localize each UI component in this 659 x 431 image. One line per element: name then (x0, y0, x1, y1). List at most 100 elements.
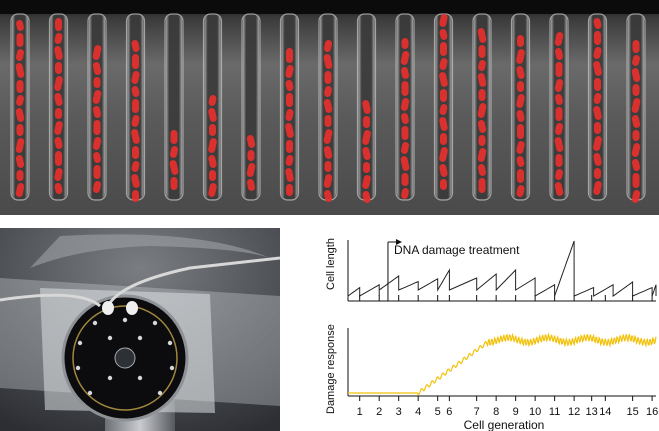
damage-response-series (348, 332, 657, 396)
chip-port (122, 317, 128, 323)
bacterial-cell (632, 130, 640, 141)
device-photo (0, 228, 280, 431)
bacterial-cell (323, 190, 333, 202)
bacterial-cell (286, 140, 293, 153)
x-tick-label: 9 (513, 406, 519, 418)
bacterial-cell (439, 104, 448, 115)
bacterial-cell (285, 109, 294, 121)
bacterial-cell (516, 156, 525, 167)
bacterial-cell (516, 185, 525, 197)
bacterial-cell (54, 76, 63, 91)
bacterial-cell (593, 93, 602, 104)
bacterial-cell (324, 161, 332, 172)
bacterial-cell (132, 99, 139, 113)
bacterial-cell (440, 89, 447, 102)
channel-wall (587, 13, 608, 201)
bacterial-cell (15, 108, 25, 122)
bacterial-cell (401, 81, 409, 96)
bacterial-cell (632, 55, 640, 66)
chip-port (107, 375, 113, 381)
x-tick-label: 11 (549, 406, 560, 418)
bacterial-cell (400, 67, 410, 79)
bacterial-cell (516, 49, 525, 64)
bacterial-cell (400, 156, 410, 171)
bacterial-cell (247, 150, 255, 161)
bacterial-cell (93, 165, 101, 179)
bacterial-cell (131, 40, 140, 52)
chip-port (77, 340, 83, 346)
bacterial-cell (594, 78, 601, 91)
chip-port (87, 390, 93, 396)
bacterial-cell (631, 143, 641, 157)
bacterial-cell (93, 120, 101, 135)
bacterial-cell (478, 89, 486, 101)
bacterial-cell (631, 68, 641, 82)
tube-left (0, 293, 102, 308)
bacterial-cell (92, 90, 102, 104)
wafer-center (114, 347, 136, 369)
bacterial-cell (477, 103, 487, 118)
bacterial-cell (555, 154, 563, 167)
bacterial-cell (478, 135, 486, 146)
bacterial-cell (632, 40, 640, 53)
bacterial-cell (362, 175, 371, 189)
channel-wall (48, 13, 69, 201)
bacterial-cell (92, 181, 102, 193)
bacterial-cell (285, 155, 294, 166)
bacterial-cell (54, 46, 63, 60)
main-channel (0, 0, 659, 14)
bacterial-cell (362, 147, 371, 160)
bacterial-cell (440, 42, 447, 56)
bacterial-cell (208, 183, 217, 197)
bacterial-cell (16, 95, 24, 106)
bacterial-cell (132, 146, 139, 159)
bacterial-cell (594, 122, 601, 134)
bacterial-cell (16, 80, 24, 93)
chip-port (169, 365, 175, 371)
bacterial-cell (439, 14, 448, 27)
bacterial-cell (593, 106, 602, 120)
bacterial-cell (131, 174, 140, 188)
bacterial-cell (554, 48, 564, 60)
bacterial-cell (208, 108, 217, 122)
bacterial-cell (15, 183, 25, 197)
chip-port (152, 320, 158, 326)
bacterial-cell (362, 191, 371, 203)
channel-wall (549, 13, 569, 201)
bacterial-cell (401, 113, 409, 124)
bacterial-cell (363, 162, 370, 173)
bacterial-cell (554, 79, 564, 92)
bacterial-cell (516, 94, 525, 108)
bacterial-cell (131, 161, 140, 172)
gold-ring (72, 305, 178, 411)
y-label-cell-length: Cell length (325, 238, 337, 290)
chip-port (167, 340, 173, 346)
bacterial-cell (593, 181, 602, 195)
bottom-ticks (359, 396, 653, 401)
top-ticks (359, 295, 653, 301)
x-tick-label: 14 (599, 406, 611, 418)
x-tick-label: 5 (435, 406, 441, 418)
tube-connector-2 (126, 301, 138, 315)
x-tick-label: 16 (646, 406, 658, 418)
channel-wall (164, 13, 184, 201)
x-tick-label: 12 (568, 406, 580, 418)
bacterial-cell (131, 71, 140, 84)
treatment-arrowhead (395, 239, 402, 245)
bacterial-cell (93, 152, 101, 163)
bacterial-cell (15, 155, 25, 168)
channel-wall (510, 13, 531, 201)
bacterial-cell (246, 163, 256, 177)
bacterial-cell (131, 86, 140, 97)
x-tick-label: 3 (396, 406, 402, 418)
bacterial-cell (631, 115, 641, 128)
x-tick-label: 6 (446, 406, 452, 418)
bacterial-cell (594, 31, 601, 45)
bacterial-cell (477, 73, 487, 87)
x-axis-label: Cell generation (464, 418, 545, 431)
cell-length-series (347, 240, 657, 297)
chip-port (107, 335, 113, 341)
bacterial-cell (15, 49, 25, 61)
bacterial-cell (323, 174, 333, 188)
bacterial-cell (516, 141, 525, 154)
